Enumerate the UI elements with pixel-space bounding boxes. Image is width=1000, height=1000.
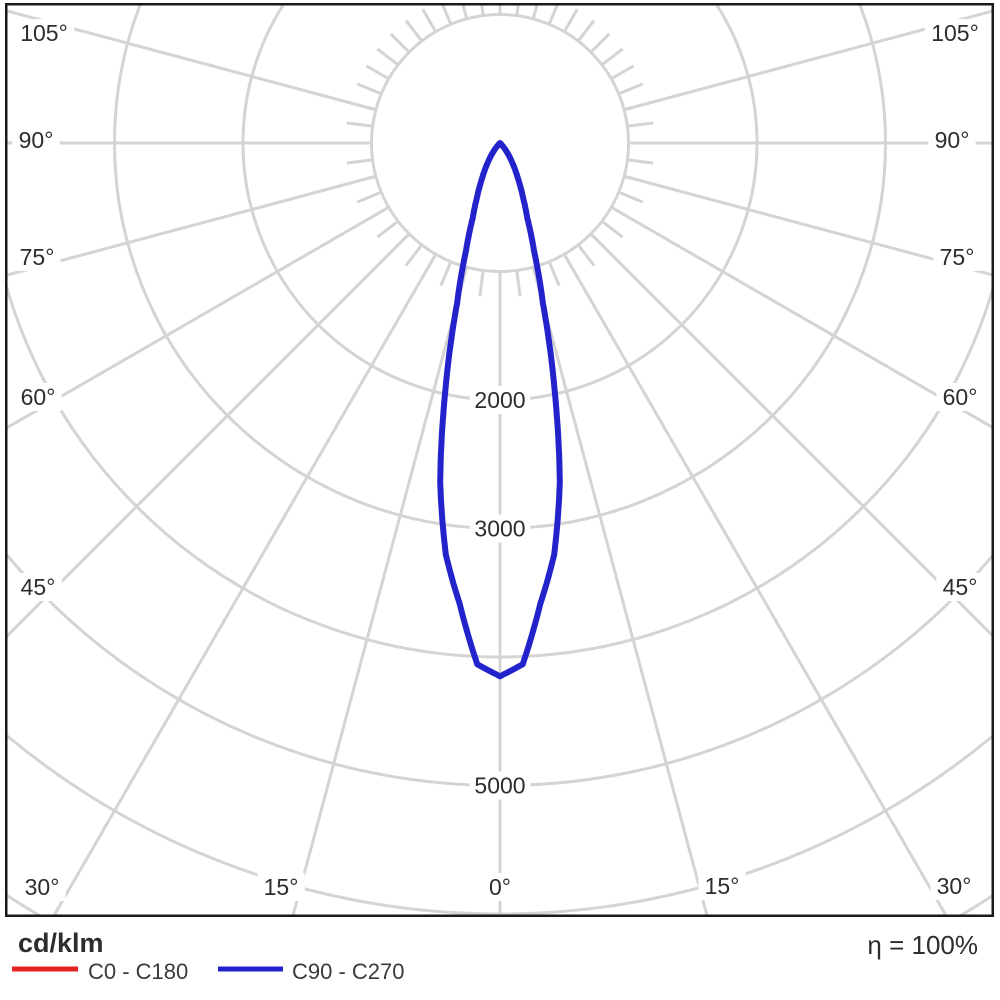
angle-tick bbox=[627, 158, 654, 165]
angle-spoke bbox=[623, 174, 992, 277]
angle-spoke bbox=[531, 266, 709, 915]
angle-tick bbox=[589, 32, 611, 54]
legend: C0 - C180 C90 - C270 bbox=[12, 959, 405, 984]
legend-label-c90-c270: C90 - C270 bbox=[292, 959, 405, 984]
ring-label: 5000 bbox=[474, 773, 525, 799]
angle-tick bbox=[461, 5, 469, 20]
angle-label-bg bbox=[12, 126, 60, 154]
angle-tick bbox=[618, 82, 644, 96]
angle-label: 60° bbox=[943, 384, 978, 410]
angle-label: 90° bbox=[19, 127, 54, 153]
angle-tick bbox=[610, 64, 635, 81]
angle-label-bg bbox=[936, 383, 984, 411]
angle-tick bbox=[547, 261, 561, 287]
angle-spoke bbox=[589, 232, 992, 637]
angle-label: 15° bbox=[264, 874, 299, 900]
angle-label-bg bbox=[936, 573, 984, 601]
angle-label: 105° bbox=[931, 20, 979, 46]
angle-label: 45° bbox=[21, 574, 56, 600]
angle-spoke bbox=[562, 253, 948, 915]
angle-label-bg bbox=[930, 872, 978, 900]
angle-tick bbox=[421, 8, 438, 33]
angle-tick bbox=[577, 19, 596, 42]
angle-label: 105° bbox=[20, 20, 68, 46]
angle-tick bbox=[577, 244, 596, 267]
angle-label-bg bbox=[482, 873, 518, 901]
angle-spoke bbox=[7, 9, 377, 112]
legend-item-c0-c180: C0 - C180 bbox=[12, 959, 188, 984]
ring-label: 3000 bbox=[474, 516, 525, 542]
angle-tick bbox=[601, 47, 624, 66]
angle-tick bbox=[441, 5, 453, 25]
angle-label-bg bbox=[933, 243, 981, 271]
angle-spoke bbox=[623, 9, 992, 112]
ring-label-bg bbox=[469, 386, 531, 414]
angle-spoke bbox=[52, 253, 438, 915]
intensity-curve-c90-c270 bbox=[437, 140, 563, 680]
angle-spoke bbox=[7, 205, 390, 430]
angle-label-bg bbox=[257, 873, 305, 901]
angle-tick bbox=[515, 270, 522, 297]
angle-spoke bbox=[610, 205, 992, 429]
ring-label-bg bbox=[469, 514, 531, 543]
angle-spoke bbox=[291, 266, 469, 915]
angle-tick bbox=[404, 19, 423, 42]
angle-label: 45° bbox=[943, 574, 978, 600]
legend-item-c90-c270: C90 - C270 bbox=[218, 959, 405, 984]
angle-tick bbox=[480, 5, 485, 16]
plot-border bbox=[5, 3, 994, 917]
angle-tick bbox=[356, 190, 382, 204]
angle-tick bbox=[531, 5, 539, 20]
angle-spoke bbox=[7, 174, 377, 277]
angle-label-bg bbox=[13, 243, 61, 271]
legend-label-c0-c180: C0 - C180 bbox=[88, 959, 188, 984]
angle-label: 30° bbox=[25, 874, 60, 900]
angle-tick bbox=[389, 32, 411, 54]
efficiency-label: η = 100% bbox=[867, 930, 978, 960]
ring-label: 2000 bbox=[474, 387, 525, 413]
angle-label: 0° bbox=[489, 874, 511, 900]
angle-tick bbox=[627, 121, 654, 128]
angle-tick bbox=[547, 5, 559, 25]
angle-tick bbox=[346, 158, 373, 165]
units-label: cd/klm bbox=[18, 928, 104, 958]
angle-label-bg bbox=[18, 873, 66, 901]
chart-labels: 105° 90° 75° 60° 45° 105° 90° 75° 60° 45° 30° 15° 0°… bbox=[12, 19, 986, 901]
angle-tick bbox=[601, 220, 624, 239]
angle-tick bbox=[376, 47, 399, 66]
angle-tick bbox=[356, 82, 382, 96]
angle-label-bg bbox=[14, 383, 62, 411]
angle-tick bbox=[404, 244, 423, 267]
angle-tick bbox=[439, 261, 453, 287]
angle-label: 30° bbox=[937, 873, 972, 899]
angle-label-bg bbox=[928, 126, 976, 154]
angle-label: 90° bbox=[935, 127, 970, 153]
angle-tick bbox=[365, 64, 390, 81]
angle-label-bg bbox=[13, 19, 75, 47]
angle-label: 75° bbox=[940, 244, 975, 270]
angle-tick bbox=[562, 8, 579, 33]
angle-spoke bbox=[7, 232, 411, 638]
angle-label: 75° bbox=[20, 244, 55, 270]
angle-label: 15° bbox=[705, 873, 740, 899]
angle-label-bg bbox=[924, 19, 986, 47]
angle-label-bg bbox=[698, 872, 746, 900]
angle-tick bbox=[376, 220, 399, 239]
angle-tick bbox=[478, 270, 485, 297]
ring-label-bg bbox=[469, 771, 531, 800]
angle-tick bbox=[618, 190, 644, 204]
angle-tick bbox=[346, 121, 373, 128]
angle-label: 60° bbox=[21, 384, 56, 410]
angle-tick bbox=[515, 5, 520, 16]
angle-label-bg bbox=[14, 573, 62, 601]
